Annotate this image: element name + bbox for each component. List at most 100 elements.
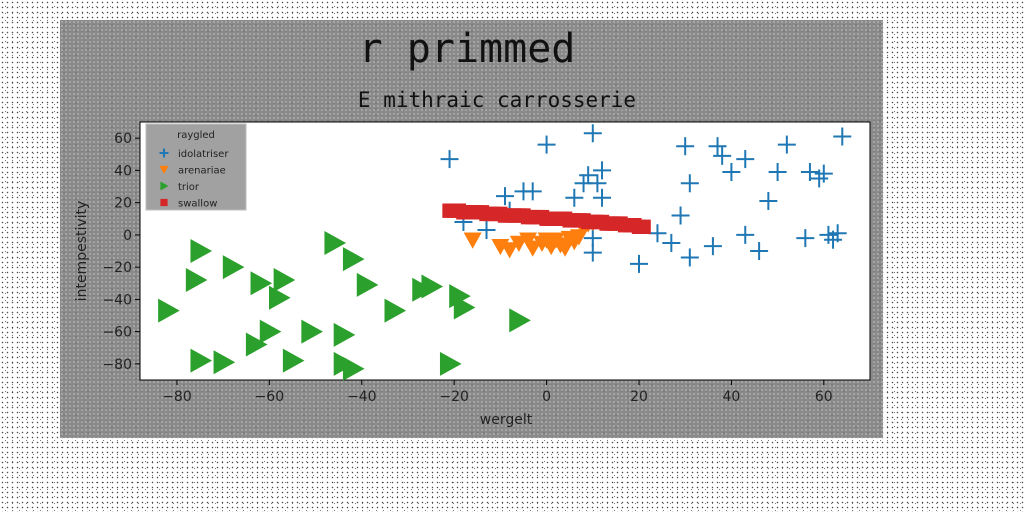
point-idolatriser (680, 174, 699, 193)
point-idolatriser (583, 124, 602, 143)
point-idolatriser (810, 169, 829, 188)
point-idolatriser (537, 135, 556, 154)
point-idolatriser (440, 150, 459, 169)
point-idolatriser (565, 188, 584, 207)
point-trior (250, 271, 273, 296)
x-tick-label: 60 (815, 389, 833, 405)
x-tick-label: 40 (722, 389, 740, 405)
legend-label-idolatriser: idolatriser (178, 149, 229, 160)
y-axis-label: intempestivity (74, 201, 90, 302)
point-swallow (636, 219, 651, 235)
point-idolatriser (828, 224, 847, 243)
point-idolatriser (662, 233, 681, 252)
point-trior (259, 319, 282, 344)
legend: raygled idolatriser arenariae trior swallow (145, 123, 247, 211)
series-swallow (442, 203, 651, 235)
point-idolatriser (593, 188, 612, 207)
point-trior (509, 308, 531, 333)
point-arenariae (523, 240, 542, 257)
y-tick-label: 0 (123, 228, 132, 244)
legend-marker-idolatriser (159, 148, 169, 158)
point-trior (356, 272, 379, 297)
point-trior (269, 285, 291, 310)
scatter-chart: r primmed E mithraic carrosserie −80 −60−… (74, 26, 871, 428)
y-tick-label: 40 (114, 163, 132, 179)
point-idolatriser (736, 150, 755, 169)
point-trior (213, 350, 236, 375)
point-trior (222, 255, 245, 280)
point-idolatriser (722, 162, 741, 181)
point-idolatriser (680, 248, 699, 267)
point-idolatriser (777, 135, 796, 154)
point-trior (185, 268, 208, 293)
point-trior (158, 298, 180, 323)
point-idolatriser (477, 221, 496, 240)
y-tick-label: −60 (102, 325, 132, 341)
point-trior (245, 332, 268, 357)
series-trior (158, 230, 531, 381)
point-idolatriser (588, 174, 607, 193)
point-idolatriser (736, 225, 755, 244)
point-idolatriser (814, 164, 833, 183)
point-idolatriser (496, 187, 514, 206)
y-tick-label: −40 (102, 292, 132, 308)
point-idolatriser (750, 242, 769, 260)
point-idolatriser (768, 162, 787, 181)
legend-label-arenariae: arenariae (178, 166, 226, 177)
legend-label-swallow: swallow (178, 199, 217, 210)
y-tick-label: 20 (114, 196, 132, 212)
point-idolatriser (579, 166, 598, 185)
point-trior (421, 274, 444, 299)
point-trior (282, 348, 305, 373)
figure-canvas: r primmed E mithraic carrosserie −80 −60−… (60, 20, 883, 438)
point-trior (333, 322, 356, 347)
point-idolatriser (713, 146, 732, 165)
point-idolatriser (648, 224, 667, 243)
series-arenariae (463, 214, 602, 259)
point-idolatriser (708, 137, 727, 156)
x-tick-label: −80 (162, 389, 192, 405)
series-idolatriser (440, 124, 852, 273)
point-idolatriser (759, 192, 778, 211)
point-trior (453, 295, 476, 320)
y-tick-label: −80 (102, 357, 132, 373)
chart-title: r primmed (359, 26, 576, 72)
chart-subtitle: E mithraic carrosserie (358, 88, 636, 112)
point-idolatriser (833, 127, 852, 146)
y-tick-label: −20 (102, 260, 132, 276)
point-idolatriser (593, 161, 612, 180)
chart-marks (158, 124, 852, 381)
point-trior (190, 348, 213, 373)
point-arenariae (463, 232, 482, 249)
x-tick-label: −40 (347, 389, 377, 405)
y-tick-label: 60 (114, 131, 132, 147)
legend-title: raygled (177, 130, 215, 141)
point-trior (342, 247, 365, 272)
point-arenariae (500, 242, 519, 259)
x-tick-label: 0 (542, 389, 551, 405)
point-trior (273, 268, 296, 293)
legend-marker-swallow (160, 198, 168, 207)
axis-ticks: −80 −60 −40 −20 0 20 40 60 −80 −60 −40 −20 0 20 40 60 (102, 131, 832, 405)
point-idolatriser (819, 225, 838, 244)
x-tick-label: −20 (439, 389, 469, 405)
point-idolatriser (676, 137, 695, 156)
point-trior (324, 230, 347, 255)
x-axis-label: wergelt (480, 412, 533, 428)
point-trior (342, 356, 365, 381)
point-idolatriser (629, 254, 648, 273)
legend-marker-trior (160, 181, 169, 191)
point-idolatriser (671, 206, 690, 225)
point-idolatriser (796, 229, 815, 248)
point-idolatriser (800, 162, 819, 181)
legend-entries: idolatriser arenariae trior swallow (159, 148, 229, 210)
point-trior (384, 298, 407, 323)
legend-marker-arenariae (159, 165, 169, 174)
legend-label-trior: trior (178, 182, 200, 193)
point-idolatriser (523, 182, 542, 201)
point-idolatriser (583, 243, 602, 262)
point-trior (190, 239, 213, 263)
x-tick-label: 20 (630, 389, 648, 405)
point-trior (301, 319, 323, 344)
x-tick-label: −60 (255, 389, 285, 405)
